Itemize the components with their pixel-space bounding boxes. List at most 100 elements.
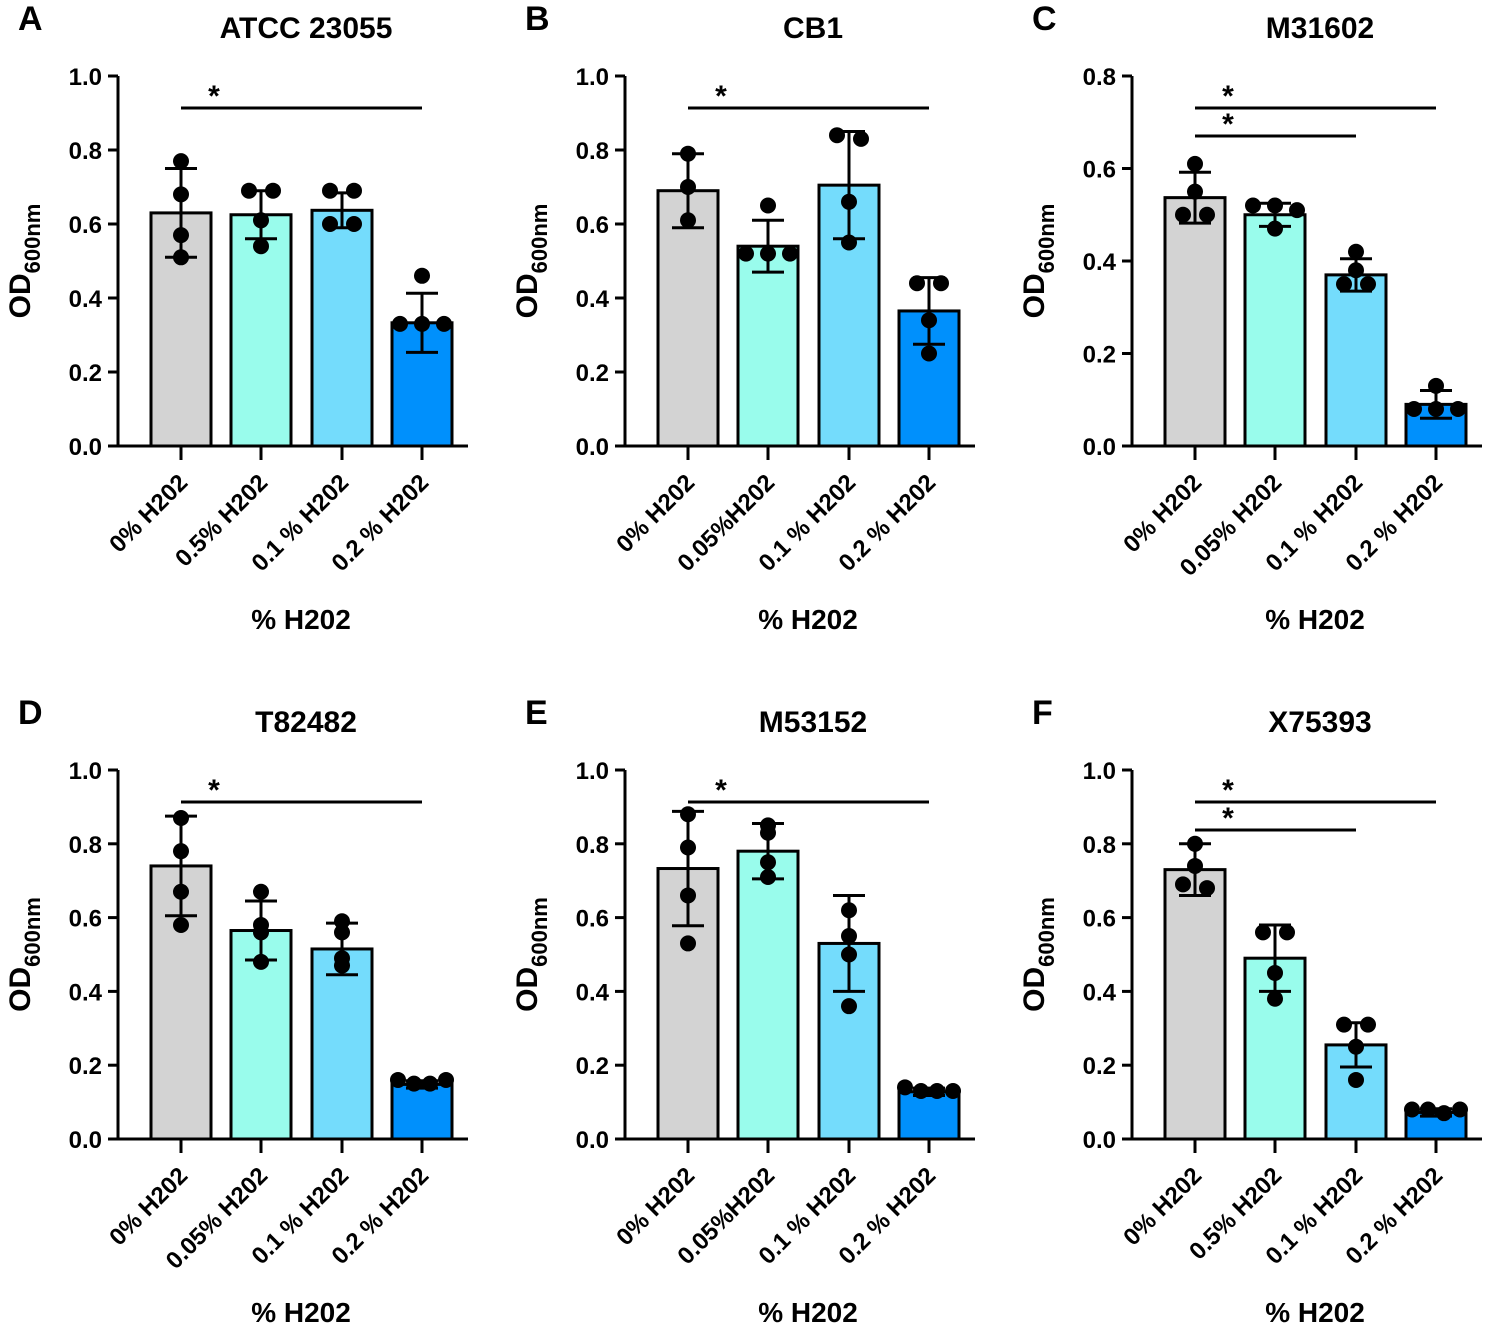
significance-star: * [1222, 80, 1234, 113]
chart-title: CB1 [783, 12, 843, 45]
x-axis-label: % H202 [1265, 1297, 1365, 1326]
data-point [406, 1075, 422, 1092]
data-point [1267, 964, 1283, 981]
bar [736, 244, 800, 448]
data-point [253, 953, 269, 970]
y-label-main: OD [511, 967, 544, 1012]
data-point [265, 182, 281, 199]
data-point [829, 127, 845, 144]
data-point [1187, 155, 1203, 172]
y-tick-label: 0.4 [576, 979, 610, 1006]
data-point [933, 275, 949, 292]
y-tick-label: 1.0 [69, 758, 102, 785]
data-point [346, 216, 362, 232]
data-point [738, 245, 754, 262]
data-point [1267, 990, 1283, 1007]
y-tick-label: 0.4 [1083, 249, 1117, 276]
data-point [1199, 206, 1215, 223]
data-point [1428, 401, 1444, 417]
data-point [945, 1083, 961, 1100]
y-label-main: OD [1018, 273, 1051, 318]
data-point [841, 193, 857, 210]
panel-letter: D [18, 694, 43, 732]
y-tick-label: 0.4 [576, 286, 610, 313]
bar [1243, 213, 1307, 448]
y-tick-label: 0.6 [576, 212, 609, 239]
y-label-main: OD [4, 273, 37, 318]
data-point [1436, 1105, 1452, 1122]
data-point [1175, 876, 1191, 893]
y-tick-label: 0.2 [1083, 342, 1116, 369]
data-point [173, 883, 189, 900]
y-tick-label: 0.4 [1083, 979, 1117, 1006]
data-point [253, 883, 269, 900]
y-tick-label: 0.6 [576, 906, 609, 933]
y-tick-label: 0.0 [576, 1127, 609, 1154]
y-tick-label: 1.0 [576, 64, 609, 91]
data-point [680, 145, 696, 162]
data-point [841, 902, 857, 919]
data-point [1348, 262, 1364, 279]
panel-letter: C [1032, 0, 1057, 38]
y-label-subscript: 600nm [1034, 204, 1059, 274]
data-point [680, 179, 696, 195]
data-point [782, 245, 798, 262]
data-point [322, 216, 338, 232]
chart-title: ATCC 23055 [220, 12, 393, 45]
significance-star: * [1222, 108, 1234, 141]
y-tick-label: 0.4 [69, 979, 103, 1006]
data-point [897, 1079, 913, 1096]
x-axis-label: % H202 [1265, 604, 1365, 635]
chart-title: M31602 [1266, 12, 1374, 45]
data-point [422, 1075, 438, 1092]
data-point [1348, 243, 1364, 260]
y-tick-label: 0.2 [576, 1053, 609, 1080]
data-point [680, 935, 696, 952]
data-point [680, 887, 696, 904]
y-tick-label: 0.8 [576, 138, 609, 165]
y-label-main: OD [1018, 967, 1051, 1012]
y-tick-label: 0.8 [69, 832, 102, 859]
data-point [173, 809, 189, 826]
data-point [173, 153, 189, 170]
data-point [390, 1071, 406, 1088]
data-point [253, 238, 269, 255]
data-point [392, 315, 408, 332]
y-label-subscript: 600nm [20, 897, 45, 967]
data-point [173, 227, 189, 244]
y-tick-label: 1.0 [576, 758, 609, 785]
data-point [841, 946, 857, 963]
significance-star: * [1222, 774, 1234, 807]
chart-title: M53152 [759, 706, 867, 739]
y-tick-label: 0.2 [576, 360, 609, 387]
y-axis-label: OD600nm [511, 204, 552, 319]
data-point [841, 234, 857, 251]
data-point [173, 843, 189, 860]
panel-letter: F [1032, 694, 1053, 732]
y-tick-label: 0.6 [69, 212, 102, 239]
data-point [1245, 197, 1261, 214]
x-axis-label: % H202 [758, 1297, 858, 1326]
bar [1324, 273, 1388, 448]
data-point [913, 1083, 929, 1100]
significance-star: * [715, 774, 727, 807]
data-point [1187, 857, 1203, 874]
y-label-subscript: 600nm [1034, 897, 1059, 967]
significance-star: * [208, 774, 220, 807]
data-point [929, 1083, 945, 1100]
y-axis-label: OD600nm [511, 897, 552, 1012]
data-point [253, 924, 269, 941]
y-tick-label: 0.6 [1083, 157, 1116, 184]
data-point [1336, 276, 1352, 293]
chart-title: X75393 [1268, 706, 1371, 739]
data-point [438, 1071, 454, 1088]
data-point [760, 197, 776, 214]
data-point [1404, 1101, 1420, 1118]
bar [897, 1090, 961, 1141]
data-point [173, 249, 189, 266]
x-axis-label: % H202 [251, 604, 351, 635]
